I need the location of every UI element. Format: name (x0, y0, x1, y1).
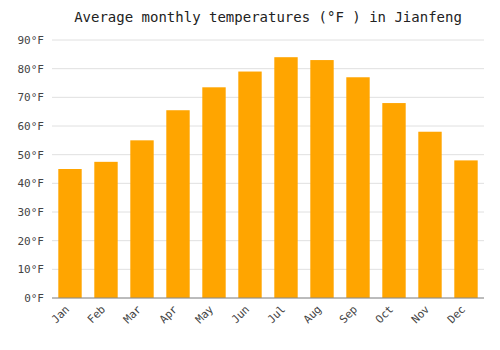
bar (310, 60, 333, 298)
bar (346, 77, 369, 298)
bar (130, 140, 153, 298)
y-tick-label: 0°F (24, 292, 44, 305)
y-tick-label: 50°F (18, 149, 45, 162)
x-tick-label: Oct (373, 303, 396, 326)
x-tick-label: Nov (409, 303, 433, 327)
x-tick-label: Mar (121, 303, 145, 327)
bar (58, 169, 81, 298)
bars (58, 57, 477, 298)
x-tick-label: Feb (85, 303, 108, 326)
chart-title: Average monthly temperatures (°F ) in Ji… (74, 9, 462, 25)
grid-line (52, 298, 484, 299)
bar (382, 103, 405, 298)
grid-line (52, 126, 484, 127)
grid-line (52, 40, 484, 41)
bar (238, 72, 261, 298)
bar (454, 160, 477, 298)
x-tick-label: Dec (445, 303, 468, 326)
chart-svg: Average monthly temperatures (°F ) in Ji… (0, 0, 500, 350)
bar (202, 87, 225, 298)
bar (418, 132, 441, 298)
y-tick-label: 10°F (18, 263, 45, 276)
chart-container: Average monthly temperatures (°F ) in Ji… (0, 0, 500, 350)
x-tick-label: Sep (337, 303, 360, 326)
bar (166, 110, 189, 298)
y-tick-label: 70°F (18, 91, 45, 104)
grid-line (52, 68, 484, 69)
y-tick-label: 30°F (18, 206, 45, 219)
grid-line (52, 97, 484, 98)
x-tick-label: Jul (265, 303, 288, 326)
bar (274, 57, 297, 298)
y-tick-label: 20°F (18, 235, 45, 248)
y-tick-label: 40°F (18, 177, 45, 190)
x-tick-label: Jun (229, 303, 252, 326)
y-grid (52, 40, 484, 298)
x-axis-line (52, 298, 484, 299)
y-tick-label: 90°F (18, 34, 45, 47)
x-tick-label: May (193, 303, 217, 327)
y-tick-label: 60°F (18, 120, 45, 133)
x-tick-label: Apr (157, 303, 181, 327)
bar (94, 162, 117, 298)
x-tick-label: Jan (49, 303, 72, 326)
y-tick-label: 80°F (18, 63, 45, 76)
x-tick-label: Aug (301, 303, 324, 326)
